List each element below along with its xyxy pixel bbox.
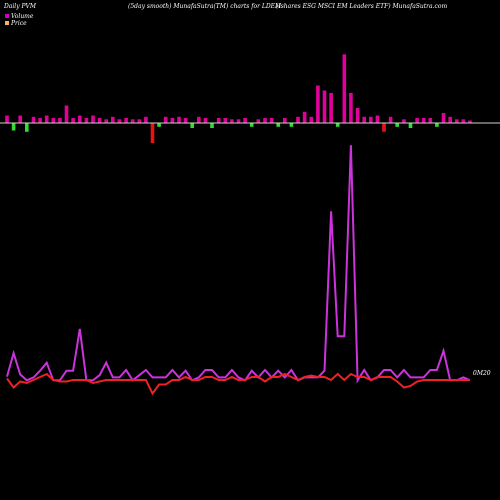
legend-label-volume: Volume (11, 13, 34, 20)
volume-bar (11, 123, 16, 131)
volume-bar (243, 118, 247, 123)
volume-bar (124, 118, 128, 123)
volume-bar (78, 115, 82, 123)
volume-bar (382, 123, 386, 132)
volume-bar (335, 123, 340, 127)
volume-bar (408, 123, 413, 128)
volume-bar (157, 123, 161, 127)
volume-bar (144, 116, 148, 124)
legend-swatch-volume (5, 14, 9, 18)
volume-bar (91, 115, 95, 123)
volume-bar (18, 115, 22, 123)
volume-bar (97, 118, 102, 123)
volume-bar (448, 116, 452, 124)
volume-bar (163, 116, 168, 124)
volume-bar (150, 123, 155, 143)
header-center: (5day smooth) MunafaSutra(TM) charts for… (128, 3, 282, 10)
volume-bar (395, 123, 399, 127)
volume-bar (329, 93, 333, 123)
volume-bar (388, 116, 393, 124)
volume-bar (203, 118, 208, 123)
legend-label-price: Price (10, 20, 27, 27)
volume-bar (249, 123, 254, 127)
header-right: (Ishares ESG MSCI EM Leaders ETF) Munafa… (276, 3, 447, 10)
volume-bar (349, 93, 353, 123)
volume-bar (64, 105, 69, 123)
volume-bar (190, 123, 194, 128)
volume-bar (230, 119, 234, 124)
end-value-label: 0M20 (473, 370, 491, 377)
volume-bar (38, 118, 42, 123)
volume-bar (468, 120, 472, 123)
volume-bar (415, 118, 419, 123)
volume-bar (316, 85, 320, 123)
volume-bar (441, 113, 446, 123)
pvm-line (6, 145, 471, 384)
volume-bar (236, 119, 241, 124)
volume-bar (44, 115, 49, 123)
volume-bar (177, 116, 181, 124)
volume-bar (296, 116, 300, 124)
volume-bar (289, 123, 294, 127)
volume-bar (283, 118, 287, 123)
volume-bar (269, 118, 274, 123)
volume-bar (322, 90, 327, 123)
volume-bar (197, 116, 201, 124)
volume-bar (309, 116, 314, 124)
volume-bar (276, 123, 280, 127)
volume-bar (369, 116, 373, 124)
header-left: Daily PVM (3, 3, 37, 10)
volume-bar (130, 119, 135, 124)
volume-bar (84, 118, 89, 123)
legend-swatch-price (5, 21, 9, 25)
volume-bar (435, 123, 439, 127)
volume-bar (104, 119, 108, 124)
volume-bar (342, 54, 347, 124)
volume-bar (461, 119, 466, 124)
volume-bar (216, 118, 221, 123)
volume-bar (455, 119, 459, 124)
volume-bar (355, 108, 360, 123)
volume-bar (223, 118, 228, 123)
volume-bar (428, 118, 433, 123)
price-line (6, 372, 470, 396)
volume-bar (183, 118, 188, 123)
volume-bar (170, 118, 175, 123)
volume-bar (421, 118, 426, 123)
volume-bar (117, 119, 122, 124)
volume-bar (375, 115, 380, 123)
volume-bar (402, 119, 406, 124)
volume-bar (137, 119, 142, 124)
volume-bar (25, 123, 29, 132)
volume-bar (111, 116, 115, 124)
volume-bar (302, 111, 307, 124)
volume-bar (256, 119, 261, 124)
volume-bar (71, 118, 75, 123)
volume-bar (5, 115, 9, 123)
volume-bar (210, 123, 214, 128)
volume-bar (263, 118, 267, 123)
volume-bar (31, 116, 36, 124)
volume-bar (362, 116, 366, 124)
volume-bars-group (5, 54, 472, 143)
volume-bar (58, 118, 62, 123)
volume-bar (51, 118, 56, 123)
